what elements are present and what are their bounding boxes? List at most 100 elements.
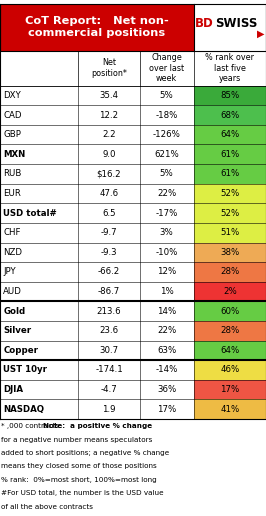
Bar (194, 86, 266, 105)
Text: SWISS: SWISS (215, 17, 257, 30)
Text: EUR: EUR (3, 189, 21, 198)
Text: -66.2: -66.2 (98, 267, 120, 277)
Text: GBP: GBP (3, 130, 21, 139)
Bar (194, 301, 266, 321)
Bar (0, 380, 194, 399)
Text: % rank over
last five
years: % rank over last five years (205, 53, 254, 83)
Bar (0, 243, 194, 262)
Text: -18%: -18% (155, 110, 178, 120)
Bar (194, 341, 266, 360)
Bar (0, 105, 194, 125)
Text: 12.2: 12.2 (99, 110, 119, 120)
Text: Note:  a positive % change: Note: a positive % change (43, 423, 152, 429)
Text: 63%: 63% (157, 346, 176, 355)
Text: 1.9: 1.9 (102, 405, 116, 414)
Text: 64%: 64% (220, 346, 239, 355)
Text: -17%: -17% (155, 208, 178, 218)
Bar (0, 301, 194, 321)
Text: -9.7: -9.7 (101, 228, 117, 237)
Bar (0, 360, 194, 380)
Bar (194, 399, 266, 419)
Text: Net
position*: Net position* (91, 58, 127, 78)
Text: -126%: -126% (153, 130, 181, 139)
Bar (0, 51, 266, 86)
Bar (194, 164, 266, 184)
Text: added to short positions; a negative % change: added to short positions; a negative % c… (1, 450, 170, 456)
Bar (0, 399, 194, 419)
Bar (0, 4, 194, 51)
Bar (0, 164, 194, 184)
Text: 46%: 46% (220, 365, 239, 375)
Text: Gold: Gold (3, 307, 25, 316)
Text: 5%: 5% (160, 91, 173, 100)
Bar (0, 86, 194, 105)
Bar (194, 223, 266, 243)
Bar (0, 184, 194, 203)
Text: -174.1: -174.1 (95, 365, 123, 375)
Text: 41%: 41% (220, 405, 239, 414)
Text: 68%: 68% (220, 110, 239, 120)
Text: 22%: 22% (157, 326, 176, 335)
Text: 60%: 60% (220, 307, 239, 316)
Bar (0, 51, 266, 86)
Text: -9.3: -9.3 (101, 248, 117, 257)
Text: 2%: 2% (223, 287, 237, 296)
Text: means they closed some of those positions: means they closed some of those position… (1, 463, 157, 470)
Text: * ,000 contracts: * ,000 contracts (1, 423, 66, 429)
Bar (0, 321, 194, 341)
Bar (0, 125, 194, 144)
Text: 64%: 64% (220, 130, 239, 139)
Text: -4.7: -4.7 (101, 385, 117, 394)
Bar (0, 223, 194, 243)
Text: DJIA: DJIA (3, 385, 23, 394)
Text: Copper: Copper (3, 346, 38, 355)
Bar (0, 262, 194, 282)
Bar (194, 125, 266, 144)
Bar (0, 4, 266, 51)
Text: -86.7: -86.7 (98, 287, 120, 296)
Bar (0, 203, 194, 223)
Text: AUD: AUD (3, 287, 22, 296)
Text: #For USD total, the number is the USD value: #For USD total, the number is the USD va… (1, 490, 164, 496)
Text: JPY: JPY (3, 267, 16, 277)
Text: 3%: 3% (160, 228, 173, 237)
Text: USD total#: USD total# (3, 208, 57, 218)
Bar (194, 380, 266, 399)
Text: UST 10yr: UST 10yr (3, 365, 47, 375)
Text: NZD: NZD (3, 248, 22, 257)
Text: ▶: ▶ (257, 28, 265, 39)
Bar (0, 144, 194, 164)
Bar (194, 243, 266, 262)
Text: for a negative number means speculators: for a negative number means speculators (1, 437, 153, 443)
Text: 61%: 61% (220, 169, 239, 179)
Bar (194, 144, 266, 164)
Bar (194, 262, 266, 282)
Bar (194, 321, 266, 341)
Text: Change
over last
week: Change over last week (149, 53, 184, 83)
Text: 28%: 28% (220, 326, 239, 335)
Text: 52%: 52% (220, 208, 239, 218)
Text: CoT Report:   Net non-
commercial positions: CoT Report: Net non- commercial position… (25, 17, 169, 38)
Text: 6.5: 6.5 (102, 208, 116, 218)
Text: DXY: DXY (3, 91, 21, 100)
Text: 14%: 14% (157, 307, 176, 316)
Text: 9.0: 9.0 (102, 150, 116, 159)
Text: 17%: 17% (220, 385, 239, 394)
Text: 22%: 22% (157, 189, 176, 198)
Text: of all the above contracts: of all the above contracts (1, 504, 93, 510)
Text: 17%: 17% (157, 405, 176, 414)
Text: 51%: 51% (220, 228, 239, 237)
Bar (0, 282, 194, 301)
Text: 38%: 38% (220, 248, 239, 257)
Text: % rank:  0%=most short, 100%=most long: % rank: 0%=most short, 100%=most long (1, 477, 157, 483)
Text: 47.6: 47.6 (99, 189, 119, 198)
Text: 1%: 1% (160, 287, 173, 296)
Text: 213.6: 213.6 (97, 307, 121, 316)
Text: 30.7: 30.7 (99, 346, 119, 355)
Text: $16.2: $16.2 (97, 169, 121, 179)
Text: NASDAQ: NASDAQ (3, 405, 44, 414)
Bar (194, 105, 266, 125)
Text: 28%: 28% (220, 267, 239, 277)
Bar (194, 4, 266, 51)
Text: 621%: 621% (154, 150, 179, 159)
